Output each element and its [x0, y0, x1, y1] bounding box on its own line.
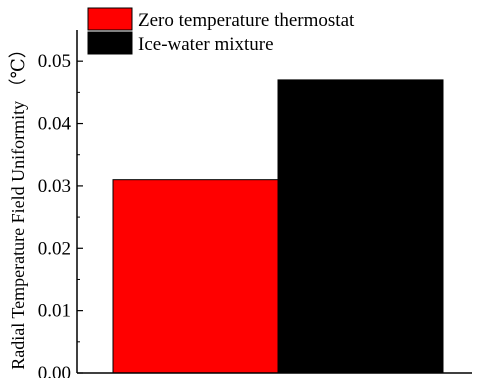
legend-label-0: Zero temperature thermostat: [138, 10, 355, 31]
bar-0: [112, 179, 279, 374]
y-tick-label: 0.00: [38, 363, 71, 378]
legend-label-1: Ice-water mixture: [138, 34, 274, 55]
y-tick-label: 0.01: [38, 301, 71, 322]
legend: Zero temperature thermostat Ice-water mix…: [87, 7, 355, 55]
legend-swatch-1: [87, 31, 133, 55]
bar-1: [277, 79, 444, 374]
y-tick-label: 0.03: [38, 176, 71, 197]
y-tick-label: 0.02: [38, 238, 71, 259]
legend-swatch-0: [87, 7, 133, 31]
y-tick-label: 0.04: [38, 114, 72, 135]
bars-group: [112, 79, 444, 374]
y-axis-title: Radial Temperature Field Uniformity （℃）: [8, 40, 28, 369]
axes-group: [76, 30, 472, 374]
y-ticks-group: 0.00 0.01 0.02 0.03 0.04 0.05: [38, 51, 83, 378]
y-tick-label: 0.05: [38, 51, 71, 72]
